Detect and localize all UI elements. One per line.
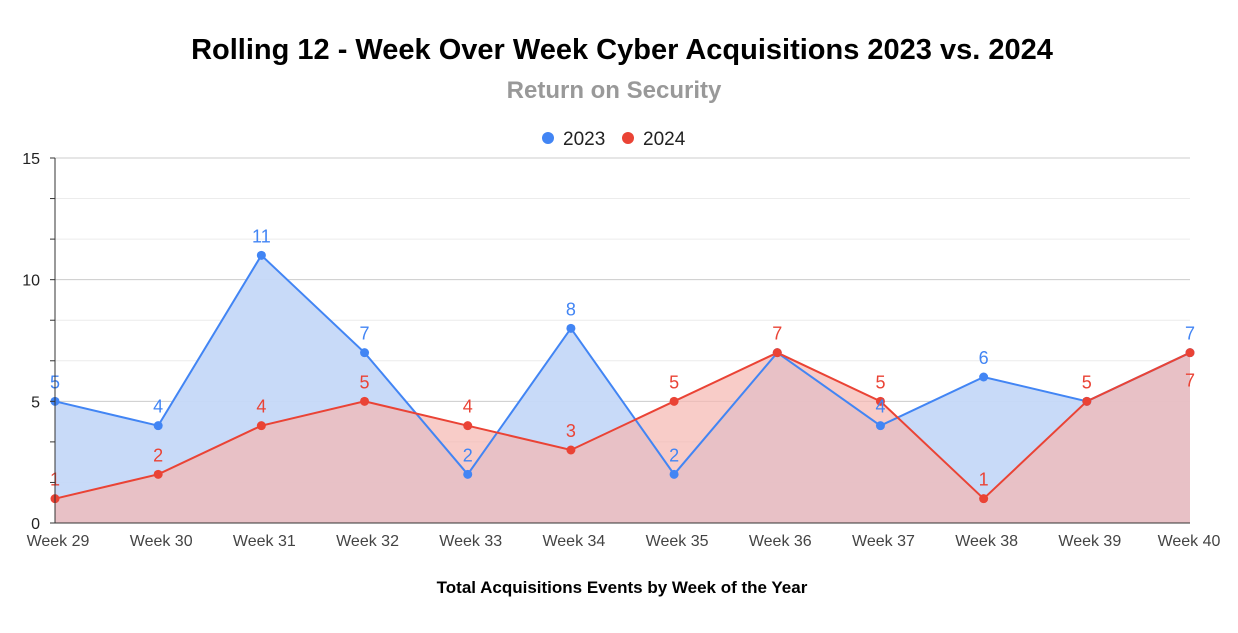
data-label-2024-week-34: 3	[566, 421, 576, 441]
point-2023-week-37	[875, 421, 885, 431]
data-label-2024-week-37: 5	[875, 372, 885, 392]
data-label-2023-week-33: 2	[463, 445, 473, 465]
x-tick-label: Week 35	[646, 533, 709, 550]
x-tick-label: Week 33	[439, 533, 502, 550]
y-tick-label: 0	[31, 516, 40, 533]
data-label-2024-week-40: 7	[1185, 371, 1195, 391]
data-label-2023-week-34: 8	[566, 299, 576, 319]
y-tick-label: 5	[31, 394, 40, 411]
x-tick-label: Week 36	[749, 533, 812, 550]
axes	[50, 157, 1190, 524]
x-axis-title: Total Acquisitions Events by Week of the…	[437, 578, 808, 597]
point-2024-week-38	[979, 494, 989, 504]
y-axis-ticks: 0 5 10 15	[22, 151, 40, 533]
point-2023-week-32	[360, 348, 370, 358]
x-tick-label: Week 37	[852, 533, 915, 550]
data-label-2023-week-32: 7	[360, 324, 370, 344]
series-lines	[54, 253, 1191, 501]
point-2024-week-31	[256, 421, 266, 431]
data-points	[50, 250, 1195, 504]
y-tick-label: 10	[22, 273, 40, 290]
point-2024-week-36	[772, 348, 782, 358]
data-label-2024-week-39: 5	[1082, 372, 1092, 392]
point-2024-week-37	[875, 396, 885, 406]
point-2024-week-30	[153, 469, 163, 479]
point-2024-week-39	[1082, 396, 1092, 406]
legend-marker-2023	[542, 132, 554, 144]
legend-marker-2024	[622, 132, 634, 144]
x-tick-label: Week 38	[955, 533, 1018, 550]
point-2024-week-34	[566, 445, 576, 455]
point-2023-week-31	[256, 250, 266, 260]
area-2024	[55, 352, 1190, 523]
data-label-2023-week-35: 2	[669, 445, 679, 465]
x-tick-label: Week 39	[1058, 533, 1121, 550]
data-label-2023-week-30: 4	[153, 397, 163, 417]
point-2023-week-34	[566, 323, 576, 333]
x-tick-label: Week 32	[336, 533, 399, 550]
point-2024-week-35	[669, 396, 679, 406]
data-label-2023-week-38: 6	[979, 348, 989, 368]
chart-subtitle: Return on Security	[507, 77, 722, 104]
legend-label-2024: 2024	[643, 129, 686, 150]
legend-label-2023: 2023	[563, 129, 605, 150]
point-2024-week-32	[360, 396, 370, 406]
series-areas	[55, 255, 1190, 524]
legend: 2023 2024	[542, 129, 686, 150]
x-tick-label: Week 29	[27, 533, 90, 550]
x-tick-label: Week 31	[233, 533, 296, 550]
x-tick-label: Week 30	[130, 533, 193, 550]
data-label-2024-week-38: 1	[979, 470, 989, 490]
x-tick-label: Week 34	[542, 533, 605, 550]
data-label-2024-week-33: 4	[463, 397, 473, 417]
y-tick-label: 15	[22, 151, 40, 168]
point-2023-week-38	[979, 372, 989, 382]
data-label-2023-week-37: 4	[875, 397, 885, 417]
data-label-2024-week-35: 5	[669, 372, 679, 392]
point-2024-week-33	[463, 421, 473, 431]
point-2023-week-30	[153, 421, 163, 431]
point-2023-week-35	[669, 469, 679, 479]
data-label-2023-week-31: 11	[252, 226, 271, 246]
point-2024-week-40	[1185, 348, 1195, 358]
chart-title: Rolling 12 - Week Over Week Cyber Acquis…	[191, 34, 1053, 66]
x-axis-ticks: Week 29 Week 30 Week 31 Week 32 Week 33 Week …	[27, 533, 1221, 550]
point-2023-week-33	[463, 469, 473, 479]
x-tick-label: Week 40	[1158, 533, 1221, 550]
line-2024	[54, 351, 1191, 501]
data-label-2024-week-30: 2	[153, 445, 163, 465]
line-2023	[54, 253, 1191, 476]
data-label-2023-week-40: 7	[1185, 324, 1195, 344]
data-label-2024-week-31: 4	[256, 397, 266, 417]
data-label-2024-week-32: 5	[360, 372, 370, 392]
data-label-2024-week-36: 7	[772, 324, 782, 344]
